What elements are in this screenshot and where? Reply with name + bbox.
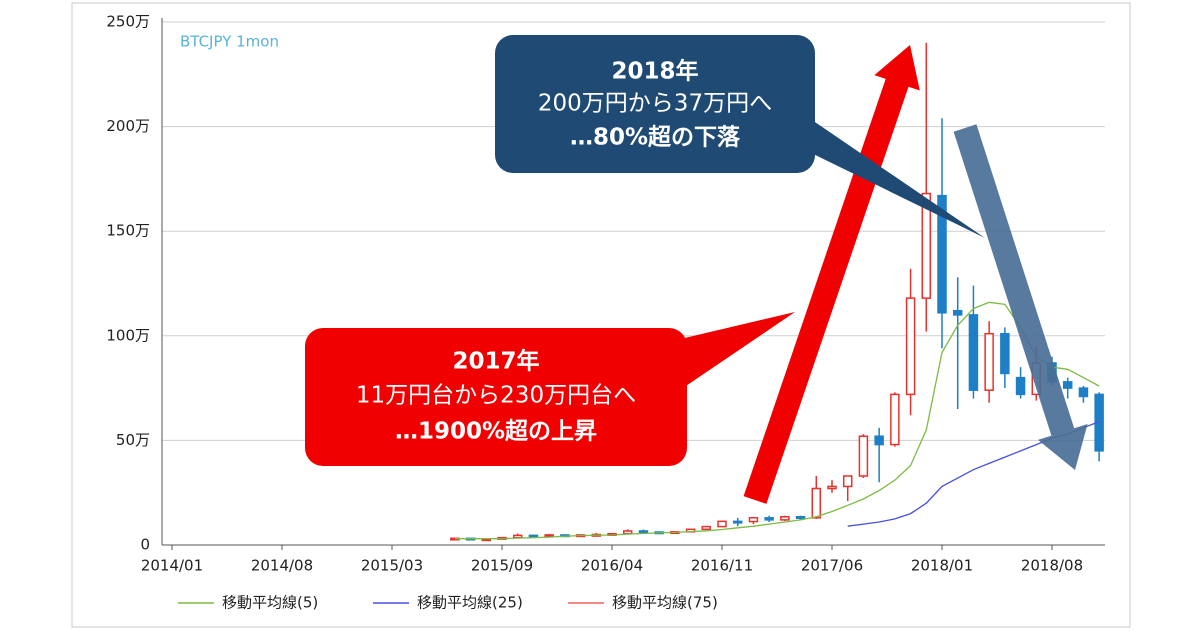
callout-box: [495, 35, 815, 173]
candle-body: [921, 192, 932, 299]
callout-line: …80%超の下落: [570, 125, 741, 151]
candle-body: [1078, 387, 1089, 398]
callout-tail: [655, 312, 795, 390]
candle-body: [952, 309, 963, 316]
candle-body: [544, 534, 554, 538]
candle-body: [717, 520, 727, 528]
callout-line: …1900%超の上昇: [395, 419, 597, 445]
y-tick-label: 250万: [106, 13, 150, 31]
callout-2017: 2017年 11万円台から230万円台へ …1900%超の上昇: [305, 312, 795, 466]
callout-line: 200万円から37万円へ: [538, 91, 772, 117]
y-tick-label: 150万: [106, 222, 150, 240]
fall-arrow: [953, 124, 1088, 471]
rise-arrow: [743, 45, 920, 504]
moving-average-line: [454, 301, 1100, 540]
candle-body: [968, 314, 979, 391]
chart-title: BTCJPY 1mon: [180, 33, 279, 51]
legend-label: 移動平均線(75): [612, 594, 718, 612]
candle-body: [528, 534, 539, 538]
legend-label: 移動平均線(25): [417, 594, 523, 612]
callout-box: [305, 328, 687, 466]
candle-body: [890, 393, 900, 446]
y-tick-label: 50万: [116, 431, 150, 449]
x-tick-label: 2015/09: [471, 557, 533, 575]
candle-body: [780, 516, 790, 521]
candle-body: [764, 517, 774, 521]
x-tick-label: 2014/08: [251, 557, 313, 575]
y-tick-label: 100万: [106, 326, 150, 344]
legend: 移動平均線(5) 移動平均線(25) 移動平均線(75): [178, 594, 718, 612]
y-tick-label: 0: [140, 536, 150, 554]
callout-line: 2018年: [611, 58, 698, 85]
callout-line: 2017年: [452, 348, 539, 375]
legend-label: 移動平均線(5): [222, 594, 318, 612]
candle-body: [827, 485, 837, 490]
candle-body: [638, 530, 649, 534]
y-tick-label: 200万: [106, 117, 150, 135]
candle-body: [512, 534, 523, 539]
candle-body: [984, 332, 994, 391]
candle-body: [1000, 332, 1010, 375]
candle-body: [858, 435, 869, 477]
x-tick-label: 2018/01: [911, 557, 973, 575]
x-tick-label: 2018/08: [1021, 557, 1083, 575]
candle-body: [874, 435, 884, 446]
candle-body: [842, 475, 853, 488]
candle-body: [1015, 376, 1026, 396]
candle-body: [732, 520, 743, 524]
candle-body: [811, 487, 822, 519]
x-tick-label: 2015/03: [361, 557, 423, 575]
candle-body: [748, 517, 759, 523]
callout-tail: [790, 105, 985, 238]
x-tick-label: 2016/11: [691, 557, 753, 575]
candle-body: [795, 516, 806, 520]
candle-body: [937, 194, 947, 314]
x-tick-label: 2016/04: [581, 557, 643, 575]
x-tick-label: 2014/01: [141, 557, 203, 575]
candle-body: [905, 297, 916, 396]
x-tick-label: 2017/06: [801, 557, 863, 575]
candle-body: [1062, 381, 1073, 389]
callout-line: 11万円台から230万円台へ: [356, 383, 636, 409]
callout-2018: 2018年 200万円から37万円へ …80%超の下落: [495, 35, 985, 238]
candle-body: [701, 525, 712, 531]
candle-body: [622, 530, 633, 535]
